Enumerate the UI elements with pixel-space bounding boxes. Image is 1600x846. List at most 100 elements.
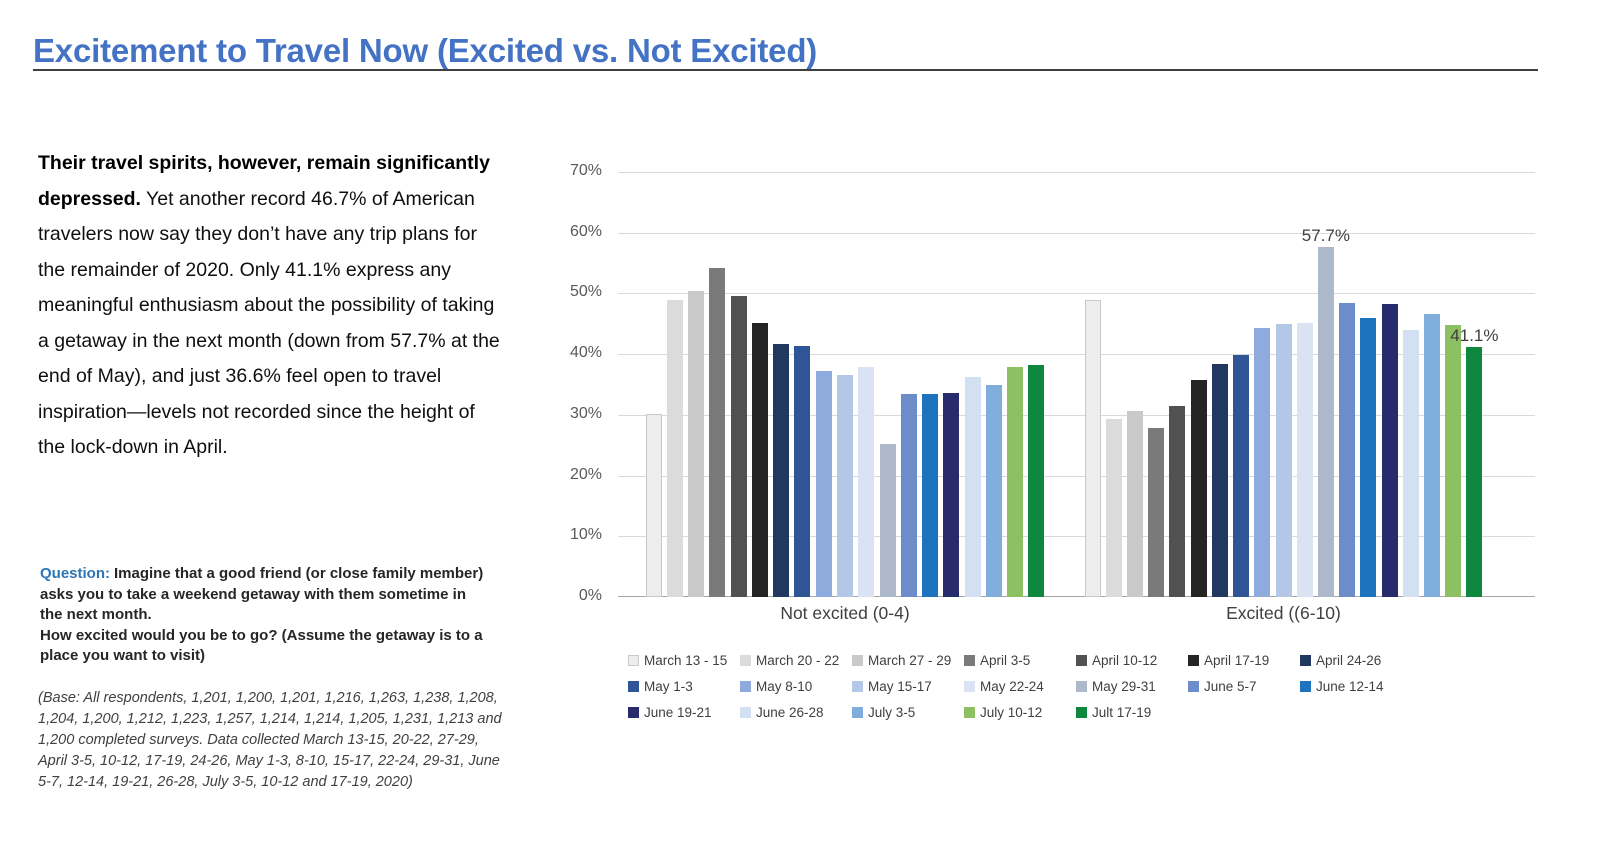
legend-label: April 3-5 [980,653,1031,668]
bar [1084,299,1101,597]
title-divider [33,69,1538,71]
legend-label: March 13 - 15 [644,653,728,668]
legend-swatch [1188,655,1199,666]
legend-item: June 12-14 [1300,676,1412,697]
bar [1275,323,1292,597]
gridline [618,172,1535,173]
legend-item: May 15-17 [852,676,964,697]
bar [709,267,726,597]
y-axis-tick-label: 30% [569,404,602,422]
data-label: 41.1% [1450,326,1499,346]
question-label: Question: [40,565,110,582]
bar [1211,364,1228,597]
legend-swatch [1188,681,1199,692]
legend-item: May 22-24 [964,676,1076,697]
bar [751,323,768,597]
gridline [618,536,1535,538]
legend-swatch [1300,681,1311,692]
gridline [618,475,1535,477]
legend-item: June 5-7 [1188,676,1300,697]
axis-category-label: Excited ((6-10) [1226,603,1341,623]
bar [1148,428,1165,597]
legend-swatch [852,655,863,666]
y-axis-tick-label: 50% [569,283,602,301]
legend-item: July 10-12 [964,702,1076,723]
legend-label: May 1-3 [644,679,693,694]
bar [645,413,662,597]
bar [1423,314,1440,597]
x-axis-line [618,596,1535,597]
bar [879,444,896,597]
legend-swatch [740,681,751,692]
legend-label: May 22-24 [980,679,1044,694]
legend-item: May 1-3 [628,676,740,697]
legend-swatch [628,655,639,666]
legend-label: April 10-12 [1092,653,1158,668]
question-text-line1: Imagine that a good friend (or close fam… [40,565,484,623]
gridline [618,232,1535,234]
bar [985,384,1002,597]
legend-label: Jult 17-19 [1092,705,1152,720]
legend-swatch [1076,655,1087,666]
legend-label: May 29-31 [1092,679,1156,694]
legend-swatch [852,707,863,718]
legend-label: June 5-7 [1204,679,1257,694]
legend-swatch [628,707,639,718]
y-axis-tick-label: 60% [569,222,602,240]
plot-area [618,172,1535,597]
gridline [618,354,1535,356]
bar [943,393,960,597]
legend-item: March 13 - 15 [628,650,740,671]
bar [1127,410,1144,597]
legend-item: April 3-5 [964,650,1076,671]
bar [1007,366,1024,597]
page-title: Excitement to Travel Now (Excited vs. No… [33,32,818,70]
data-label: 57.7% [1301,225,1350,245]
bar [815,371,832,597]
legend-item: April 17-19 [1188,650,1300,671]
legend-label: July 3-5 [868,705,916,720]
bar [1381,303,1398,597]
bar [858,366,875,597]
legend-item: May 8-10 [740,676,852,697]
bar [922,394,939,597]
y-axis-tick-label: 70% [569,162,602,179]
base-note: (Base: All respondents, 1,201, 1,200, 1,… [38,690,502,790]
legend-label: May 15-17 [868,679,932,694]
legend-label: May 8-10 [756,679,813,694]
bar [1317,246,1334,597]
bar [1105,418,1122,597]
bar [1028,365,1045,597]
bar [964,377,981,597]
legend-swatch [1300,655,1311,666]
legend-item: June 26-28 [740,702,852,723]
bar [1254,328,1271,597]
bar [666,300,683,597]
bar [1339,303,1356,597]
bar [794,345,811,597]
legend-label: June 19-21 [644,705,712,720]
bar [1402,330,1419,597]
legend-swatch [1076,681,1087,692]
legend-item: July 3-5 [852,702,964,723]
intro-paragraph: Their travel spirits, however, remain si… [38,146,500,466]
bar [1233,355,1250,597]
legend-swatch [964,707,975,718]
legend-swatch [740,655,751,666]
legend-item: June 19-21 [628,702,740,723]
question-text-line2: How excited would you be to go? (Assume … [40,626,483,665]
legend-item: April 10-12 [1076,650,1188,671]
legend-swatch [964,681,975,692]
bar [1360,317,1377,597]
legend-item: March 27 - 29 [852,650,964,671]
legend-swatch [740,707,751,718]
bar [773,343,790,597]
gridline [618,414,1535,416]
legend-label: June 26-28 [756,705,824,720]
intro-bold-lead: Their travel spirits, however, remain si… [38,152,490,210]
legend-label: April 17-19 [1204,653,1270,668]
legend-label: July 10-12 [980,705,1043,720]
legend-swatch [964,655,975,666]
legend-item: May 29-31 [1076,676,1188,697]
